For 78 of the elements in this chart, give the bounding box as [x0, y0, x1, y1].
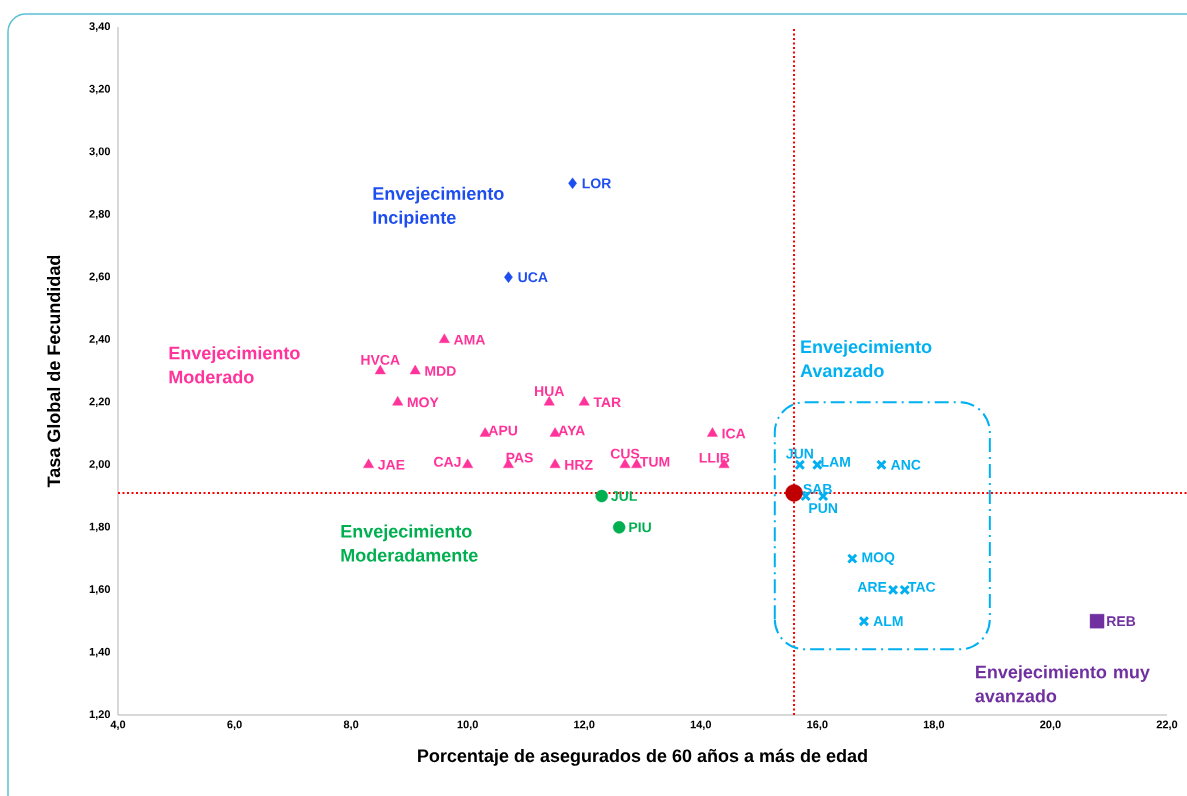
- x-tick-label: 6,0: [227, 720, 242, 730]
- point: [392, 396, 404, 406]
- point: [707, 427, 718, 437]
- annotation: REB: [1107, 616, 1136, 626]
- x-tick-label: 20,0: [1040, 720, 1061, 730]
- point: [504, 271, 513, 283]
- annotation: HVCA: [361, 354, 400, 365]
- point: [595, 489, 608, 503]
- annotation: TAR: [593, 397, 621, 408]
- x-tick-label: 18,0: [923, 720, 945, 730]
- annotation: CUS: [610, 448, 640, 459]
- y-tick-label: 1,60: [89, 585, 111, 595]
- annotation: TAC: [908, 581, 936, 592]
- x-tick-label: 14,0: [690, 720, 712, 730]
- text: Envejecimiento Moderado: [169, 346, 300, 384]
- annotation: PAS: [506, 452, 533, 463]
- annotation: MOQ: [862, 552, 895, 565]
- text: Envejecimiento Avanzado: [800, 339, 932, 378]
- point: [578, 396, 590, 406]
- y-tick-label: 1,80: [89, 522, 111, 533]
- point: [374, 364, 386, 375]
- x-tick-label: 22,0: [1156, 720, 1178, 730]
- point: [543, 396, 555, 406]
- y-tick-label: 2,60: [89, 272, 111, 282]
- point: [409, 364, 421, 375]
- point: [549, 458, 561, 469]
- annotation: JUL: [611, 491, 637, 501]
- annotation: HRZ: [565, 460, 593, 470]
- y-tick-label: 1,40: [89, 647, 111, 658]
- y-tick-label: 2,00: [89, 460, 111, 470]
- y-tick-label: 2,20: [89, 397, 111, 407]
- annotation: ICA: [722, 428, 746, 439]
- annotation: TUM: [640, 456, 670, 467]
- annotation: LLIB: [699, 452, 730, 463]
- point: [846, 553, 858, 565]
- annotation: JAE: [378, 459, 405, 470]
- y-axis-title: Tasa Global de Fecundidad: [46, 255, 61, 488]
- annotation: HUA: [535, 386, 565, 397]
- annotation: AYA: [558, 425, 585, 436]
- annotation: APU: [488, 425, 518, 436]
- annotation: PUN: [809, 503, 837, 514]
- annotation: MOY: [407, 397, 439, 408]
- annotation: JUN: [786, 448, 813, 459]
- annotation: ARE: [857, 582, 887, 592]
- annotation: ALM: [873, 616, 903, 626]
- text: Envejecimiento Moderadamente: [341, 524, 478, 562]
- point: [1089, 613, 1105, 629]
- x-tick-label: 10,0: [457, 720, 478, 730]
- x-tick-label: 16,0: [807, 720, 828, 730]
- x-tick-label: 8,0: [343, 720, 359, 730]
- y-tick-label: 3,00: [89, 147, 111, 157]
- y-tick-label: 3,40: [89, 22, 111, 32]
- point: [876, 459, 887, 471]
- point: [462, 458, 474, 469]
- x-tick-label: 4,0: [110, 720, 126, 730]
- annotation: AMA: [453, 334, 486, 345]
- point: [612, 521, 626, 534]
- point: [619, 458, 631, 469]
- point: [858, 615, 870, 627]
- y-tick-label: 3,20: [89, 84, 111, 95]
- y-tick-label: 1,20: [89, 710, 111, 720]
- point: [438, 333, 450, 343]
- x-axis-title: Porcentaje de asegurados de 60 años a más de edad: [418, 748, 867, 766]
- y-tick-label: 2,40: [89, 335, 111, 345]
- annotation: LOR: [582, 178, 612, 189]
- y-tick-label: 2,80: [89, 209, 111, 220]
- point: [363, 458, 374, 469]
- annotation: PIU: [629, 522, 651, 533]
- point: [785, 484, 803, 502]
- annotation: UCA: [518, 272, 548, 283]
- x-tick-label: 12,0: [574, 720, 595, 730]
- annotation: ANC: [890, 459, 921, 470]
- annotation: CAJ: [434, 456, 461, 467]
- point: [794, 459, 806, 471]
- text: Envejecimiento muy avanzado: [975, 665, 1150, 703]
- annotation: LAM: [821, 457, 850, 467]
- annotation: MDD: [425, 366, 456, 376]
- text: Envejecimiento Incipiente: [373, 186, 504, 228]
